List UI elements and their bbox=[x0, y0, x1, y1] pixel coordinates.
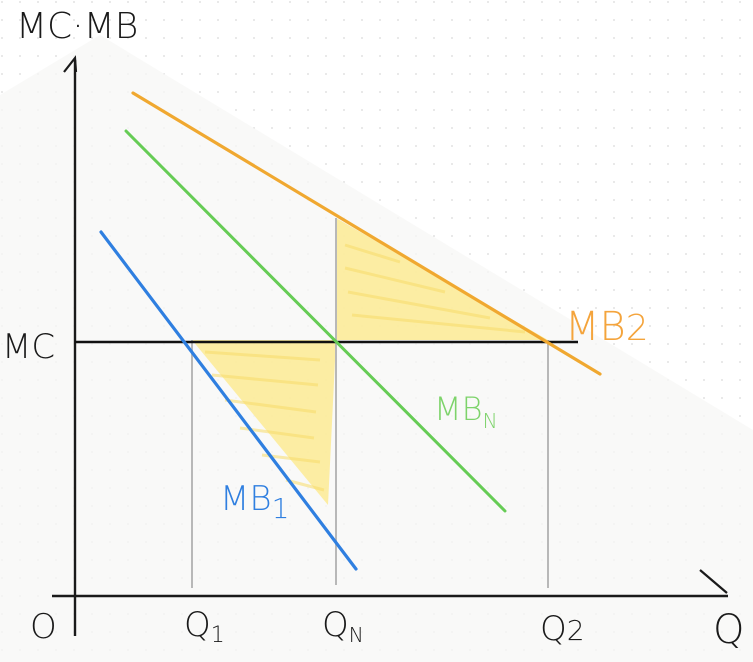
mb1-line bbox=[99, 230, 358, 571]
shaded-triangle-left bbox=[192, 340, 336, 505]
mb2-line bbox=[131, 91, 602, 376]
q1-label: Q1 bbox=[184, 605, 225, 648]
mc-label: MC bbox=[2, 327, 55, 367]
y-axis-arrow bbox=[63, 55, 78, 73]
origin-label: O bbox=[30, 607, 57, 647]
mbn-line bbox=[124, 129, 507, 513]
x-axis-arrow bbox=[699, 569, 728, 594]
q2-label: Q2 bbox=[540, 609, 585, 649]
mb2-label: MB2 bbox=[565, 304, 649, 350]
mbn-label: MBN bbox=[434, 390, 498, 433]
mb1-label: MB1 bbox=[220, 479, 289, 525]
y-axis-label: MC·MB bbox=[16, 6, 138, 47]
qn-label: QN bbox=[322, 605, 364, 647]
x-axis-label: Q bbox=[713, 607, 744, 653]
